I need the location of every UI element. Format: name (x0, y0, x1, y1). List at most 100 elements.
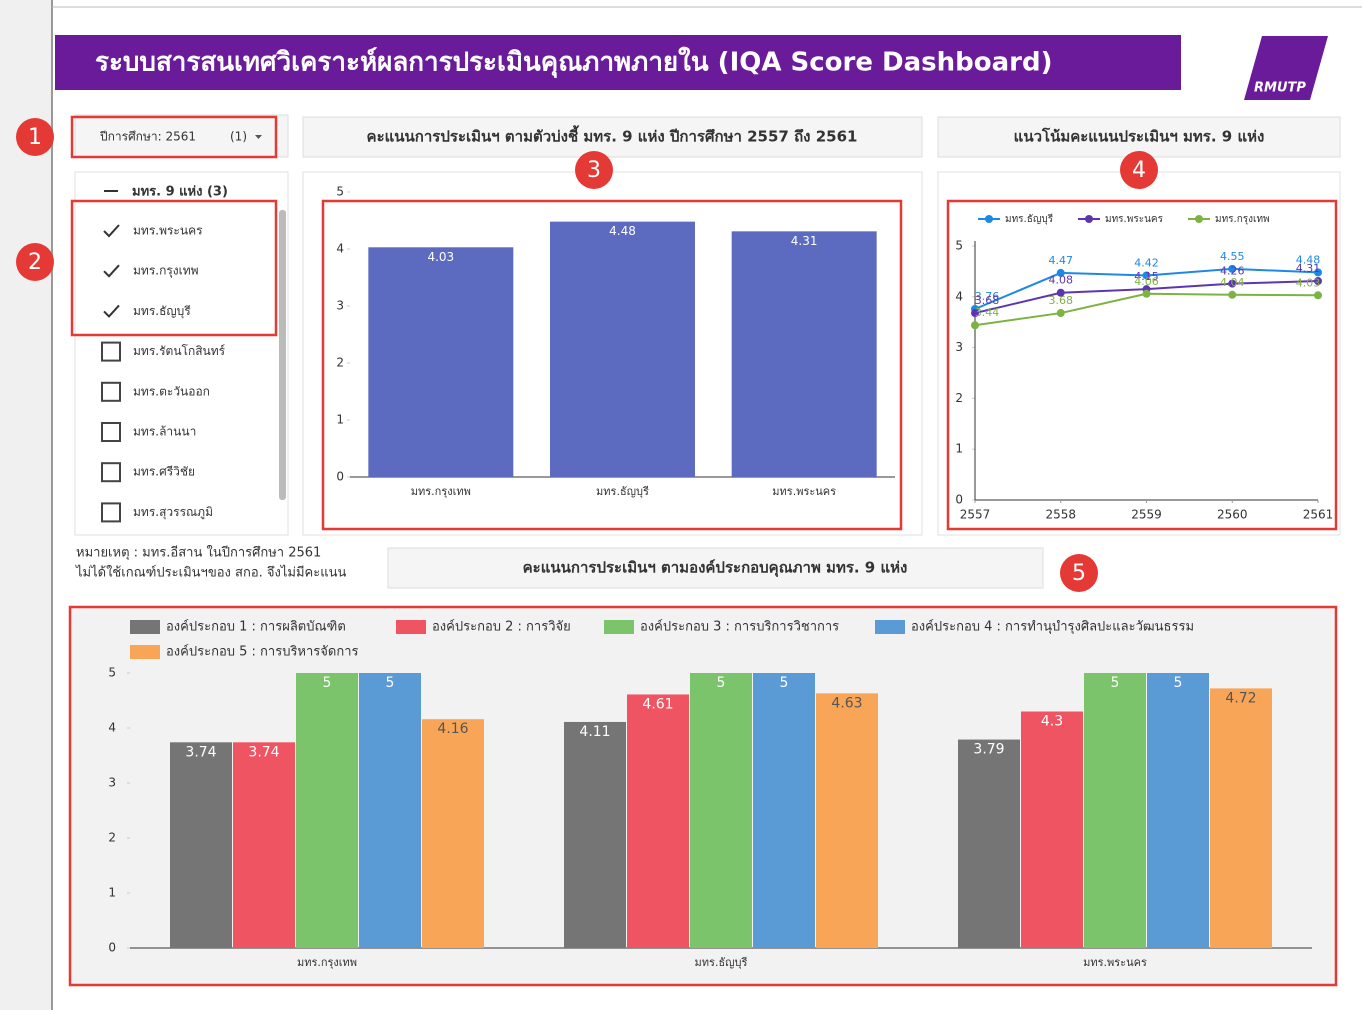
data-label: 5 (717, 675, 726, 691)
point (1228, 264, 1237, 273)
point (1314, 277, 1322, 286)
checkbox[interactable] (101, 341, 121, 362)
data-label: 3.74 (185, 744, 216, 760)
legend-label: องค์ประกอบ 3 : การบริการวิชาการ (640, 619, 839, 635)
y-tick-label: 3 (108, 776, 116, 790)
y-tick-label: 2 (955, 391, 963, 405)
filter-box[interactable] (74, 114, 289, 158)
legend-dot (985, 215, 993, 223)
chart-title-box (387, 547, 1044, 589)
data-label: 4.03 (427, 250, 454, 264)
checkmark[interactable] (103, 264, 120, 278)
data-label: 4.48 (609, 224, 636, 238)
legend-dot (1085, 215, 1093, 223)
data-label: 4.15 (1134, 270, 1159, 283)
legend-swatch (396, 620, 426, 634)
data-label: 5 (386, 675, 395, 691)
y-tick-label: 5 (955, 239, 963, 253)
bar (1021, 711, 1083, 948)
checkbox-label[interactable]: มทร.ล้านนา (133, 425, 196, 439)
point (1314, 291, 1322, 300)
data-label: 4.47 (1049, 254, 1074, 267)
legend-label: องค์ประกอบ 4 : การทำนุบำรุงศิลปะและวัฒนธ… (911, 619, 1194, 635)
checkmark[interactable] (103, 304, 120, 318)
callout (16, 118, 54, 156)
y-tick-label: 1 (955, 442, 963, 456)
point (1056, 268, 1065, 277)
data-label: 4.72 (1225, 690, 1256, 706)
data-label: 5 (780, 675, 789, 691)
data-label: 4.42 (1134, 256, 1159, 269)
data-label: 4.61 (642, 696, 673, 712)
y-tick-label: 1 (336, 413, 344, 427)
point (971, 321, 979, 330)
bar (1210, 688, 1272, 948)
x-tick-label: 2560 (1217, 508, 1248, 522)
checkbox-label[interactable]: มทร.สุวรรณภูมิ (133, 505, 213, 520)
data-label: 4.06 (1134, 275, 1159, 288)
filter-count[interactable]: (1) (230, 130, 247, 144)
checkmark[interactable] (103, 224, 120, 238)
checklist-group[interactable]: มทร. 9 แห่ง (3) (132, 185, 228, 200)
checkbox-label[interactable]: มทร.พระนคร (133, 224, 203, 238)
legend-swatch (130, 645, 160, 659)
checkbox[interactable] (101, 381, 121, 402)
dropdown-arrow[interactable] (255, 135, 262, 139)
y-tick-label: 2 (108, 831, 116, 845)
y-tick-label: 3 (336, 299, 344, 313)
chart-title: แนวโน้มคะแนนประเมินฯ มทร. 9 แห่ง (1014, 127, 1265, 146)
checkbox-label[interactable]: มทร.ตะวันออก (133, 384, 210, 398)
point (1228, 290, 1237, 299)
callout-number: 2 (28, 250, 42, 275)
highlight (68, 605, 1338, 987)
highlight (946, 199, 1338, 531)
chart-title: คะแนนการประเมินฯ ตามตัวบ่งชี้ มทร. 9 แห่… (367, 125, 858, 146)
y-tick-label: 0 (108, 941, 116, 955)
checkbox-label[interactable]: มทร.กรุงเทพ (133, 264, 199, 279)
checkbox[interactable] (101, 462, 121, 483)
bar (422, 719, 484, 948)
logo (1244, 36, 1328, 100)
data-label: 4.16 (437, 721, 468, 737)
data-label: 4.11 (579, 724, 610, 740)
legend-label: องค์ประกอบ 2 : การวิจัย (432, 619, 571, 635)
x-tick-label: มทร.ธัญบุรี (596, 485, 649, 498)
point (1228, 279, 1237, 288)
data-label: 3.79 (973, 742, 1004, 758)
bar (690, 673, 752, 948)
highlight (321, 199, 903, 531)
data-label: 5 (1174, 675, 1183, 691)
x-tick-label: 2559 (1131, 508, 1162, 522)
y-tick-label: 1 (108, 886, 116, 900)
data-label: 4.3 (1041, 714, 1063, 730)
data-label: 4.03 (1296, 276, 1321, 289)
y-tick-label: 0 (955, 493, 963, 507)
checkbox[interactable] (101, 422, 121, 442)
filter-label[interactable]: ปีการศึกษา: 2561 (99, 130, 196, 144)
checkbox[interactable] (101, 502, 121, 523)
bar (1147, 673, 1209, 948)
checkbox-label[interactable]: มทร.ธัญบุรี (133, 304, 191, 319)
checkbox-label[interactable]: มทร.ศรีวิชัย (133, 465, 195, 479)
callout-number: 4 (1132, 158, 1146, 183)
chart-title: คะแนนการประเมินฯ ตามองค์ประกอบคุณภาพ มทร… (523, 559, 908, 578)
scrollbar[interactable] (279, 210, 286, 500)
bar (550, 221, 695, 477)
x-tick-label: 2558 (1045, 508, 1076, 522)
legend-label: องค์ประกอบ 1 : การผลิตบัณฑิต (166, 619, 346, 635)
data-label: 4.26 (1220, 265, 1245, 278)
legend-label: มทร.ธัญบุรี (1005, 213, 1054, 225)
legend-dot (1195, 215, 1203, 223)
x-tick-label: มทร.กรุงเทพ (411, 485, 471, 498)
bar (564, 721, 626, 948)
bar (1084, 673, 1146, 948)
checkbox-label[interactable]: มทร.รัตนโกสินทร์ (133, 344, 226, 358)
legend-swatch (875, 620, 905, 634)
bar (233, 742, 295, 948)
x-tick-label: 2557 (960, 508, 991, 522)
header-title: ระบบสารสนเทศวิเคราะห์ผลการประเมินคุณภาพภ… (95, 47, 1052, 79)
data-label: 5 (1111, 675, 1120, 691)
y-tick-label: 4 (955, 289, 963, 303)
data-label: 3.68 (1049, 294, 1074, 307)
